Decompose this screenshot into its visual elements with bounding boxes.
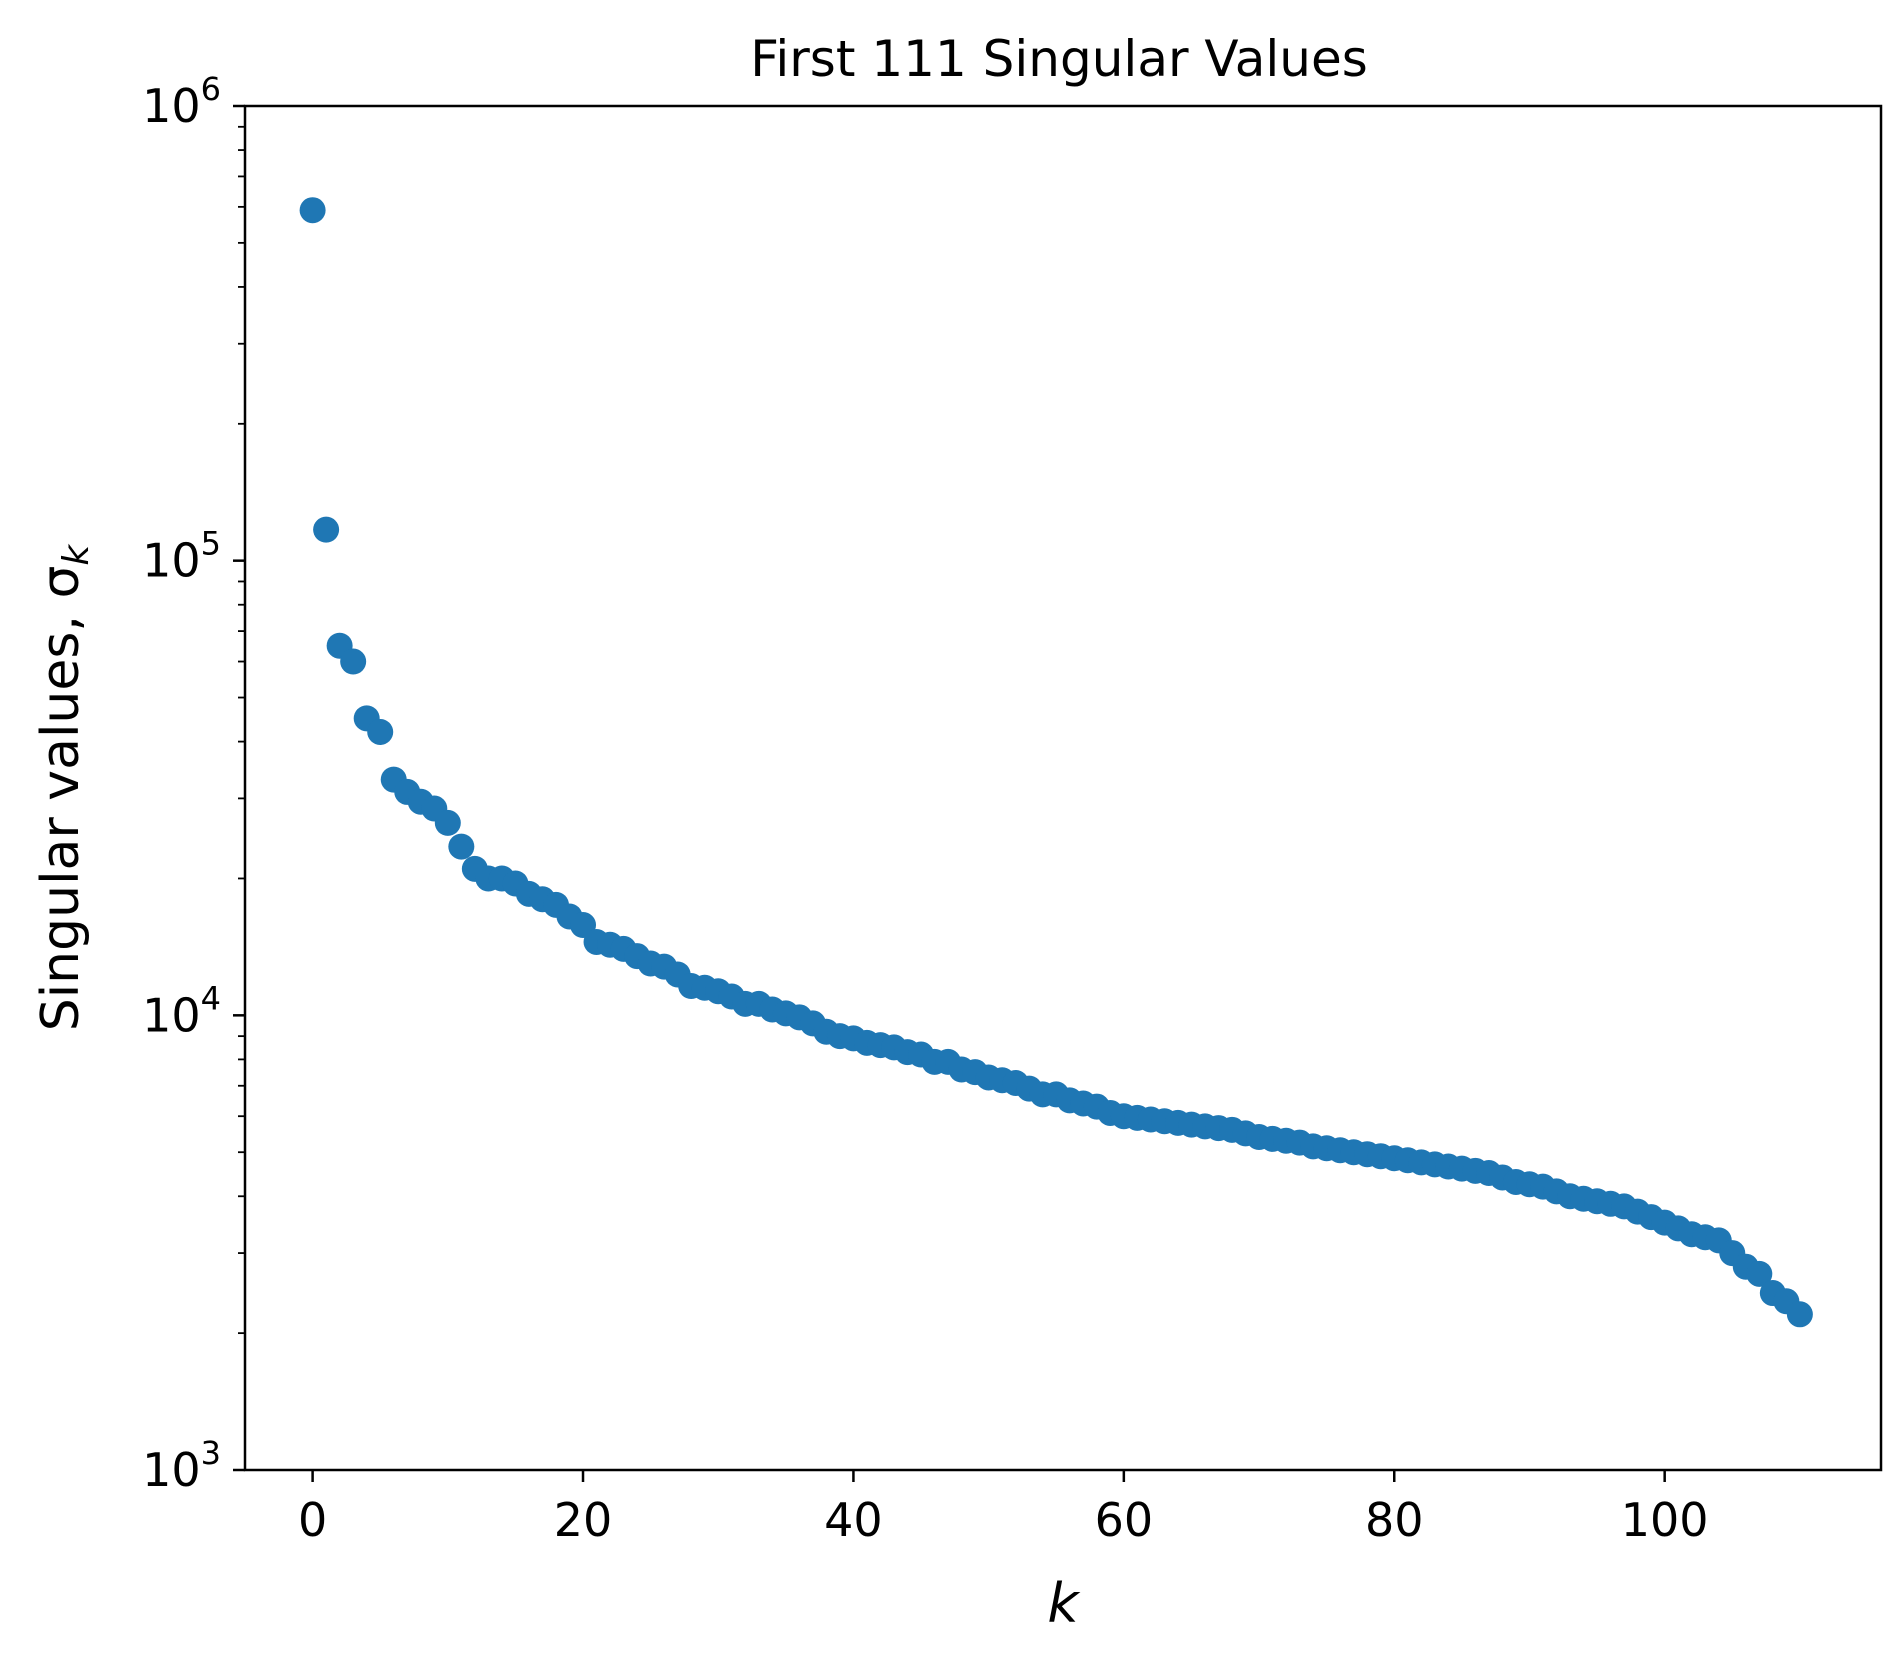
x-tick-label: 0 bbox=[298, 1493, 327, 1547]
y-axis-label-main: Singular values, σ bbox=[31, 566, 91, 1032]
y-tick-label: 103 bbox=[142, 1434, 221, 1497]
y-axis-label: Singular values, σk bbox=[31, 543, 97, 1032]
data-point bbox=[313, 516, 340, 543]
x-tick-label: 60 bbox=[1095, 1493, 1154, 1547]
y-tick-label: 105 bbox=[142, 525, 221, 588]
chart-title: First 111 Singular Values bbox=[750, 30, 1368, 88]
data-point bbox=[299, 197, 326, 224]
x-tick-label: 20 bbox=[554, 1493, 613, 1547]
data-point bbox=[1786, 1301, 1813, 1328]
data-point bbox=[1746, 1260, 1773, 1287]
x-tick-label: 80 bbox=[1365, 1493, 1424, 1547]
y-tick-label: 106 bbox=[142, 70, 221, 133]
x-axis-label: k bbox=[1047, 1572, 1081, 1635]
y-tick-label: 104 bbox=[142, 979, 221, 1042]
x-tick-label: 40 bbox=[824, 1493, 883, 1547]
data-point bbox=[434, 809, 461, 836]
plot-frame bbox=[243, 104, 1883, 1472]
y-axis-label-subscript: k bbox=[56, 543, 97, 566]
y-axis-ticks: 103 104 105 106 bbox=[142, 70, 245, 1497]
data-point bbox=[367, 718, 394, 745]
data-point bbox=[448, 833, 475, 860]
data-points bbox=[299, 197, 1813, 1328]
data-point bbox=[340, 648, 367, 675]
x-axis-ticks: 0 20 40 60 80 100 bbox=[298, 1470, 1709, 1547]
x-tick-label: 100 bbox=[1621, 1493, 1709, 1547]
